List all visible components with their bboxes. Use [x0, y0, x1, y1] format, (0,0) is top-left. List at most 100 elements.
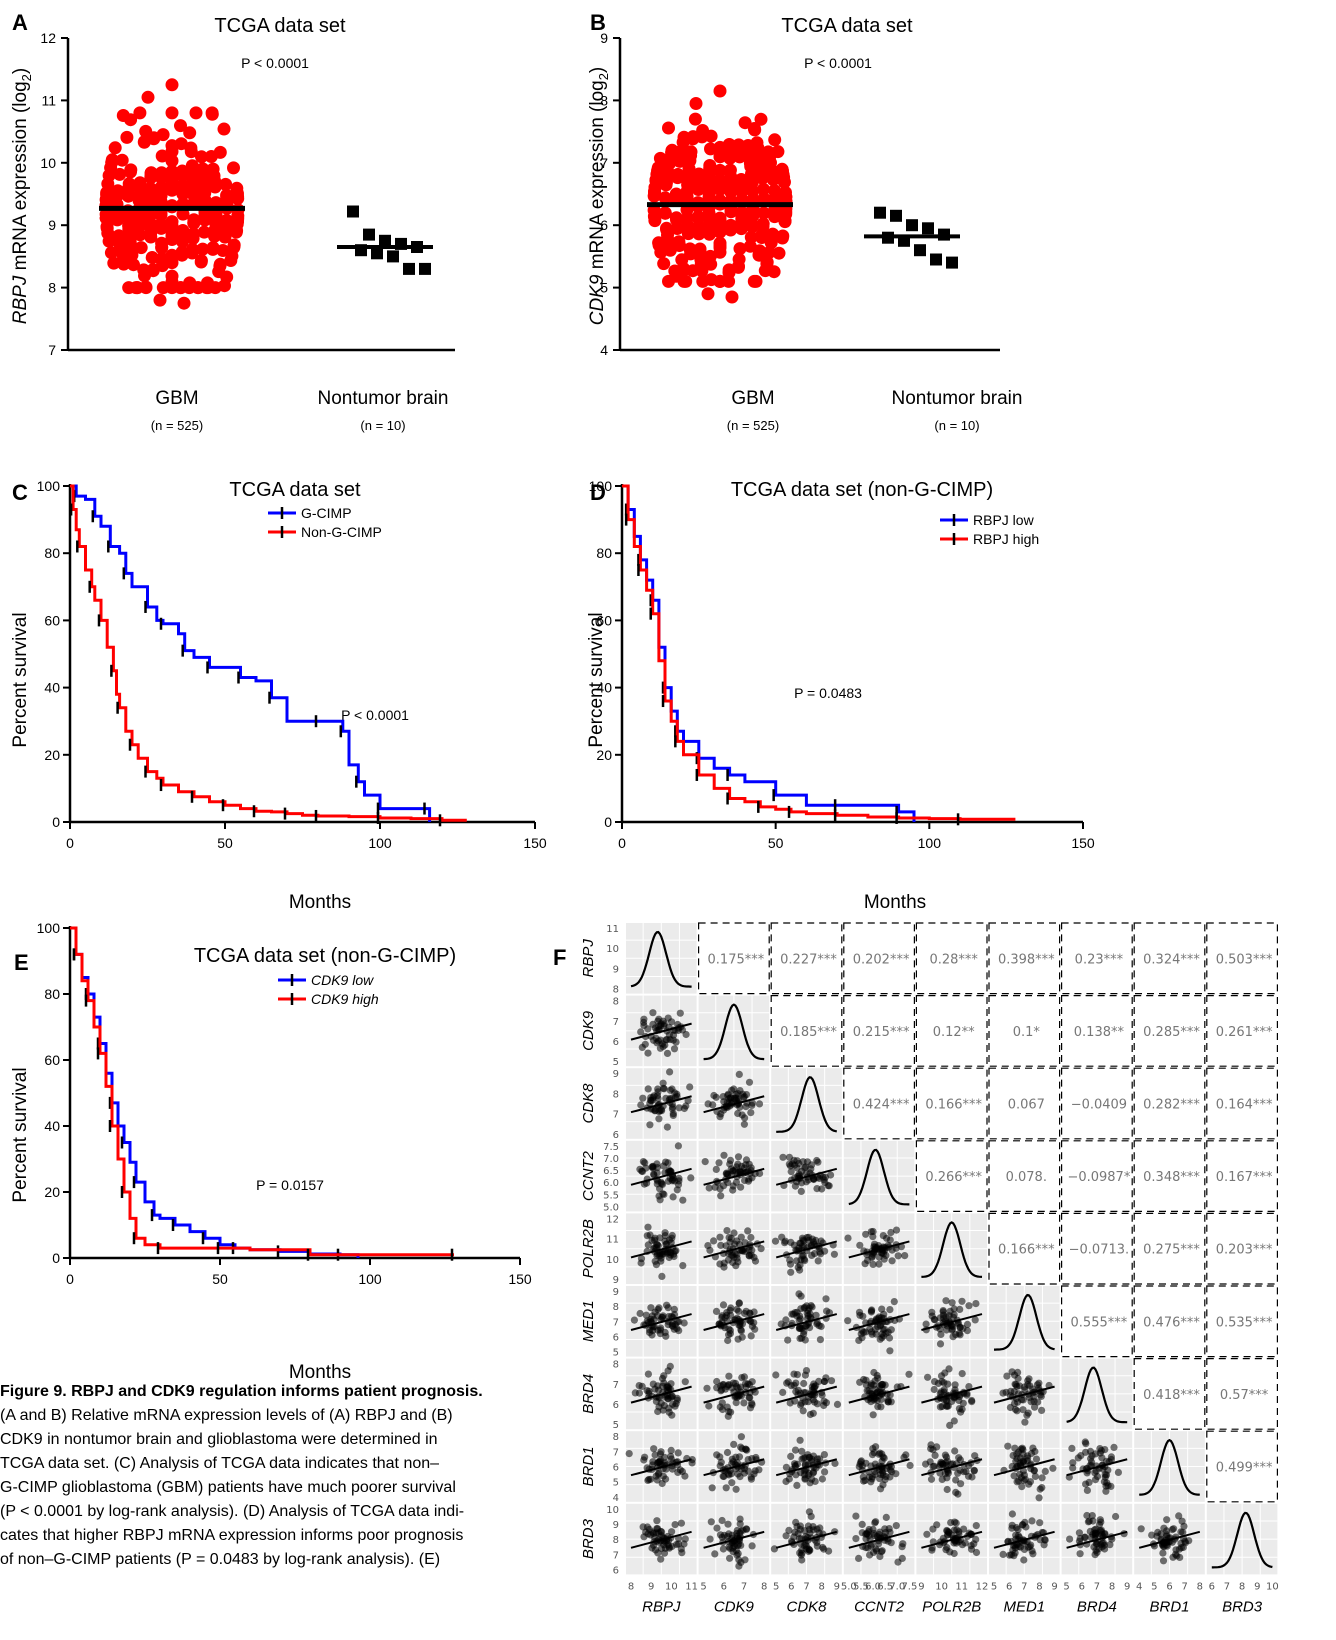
- matrix-col-tick: 9: [648, 1581, 654, 1592]
- panel-b-plot: 4 5 6 7 8 9: [600, 30, 1000, 358]
- panel-d-xlabel: Months: [864, 892, 926, 913]
- y-tick-label: 9: [600, 30, 608, 46]
- scatter-point: [1091, 1531, 1099, 1539]
- scatter-point: [755, 1100, 764, 1108]
- matrix-row-label: CCNT2: [580, 1150, 597, 1201]
- scatter-point: [653, 1164, 661, 1172]
- scatter-point: [748, 1099, 757, 1107]
- scatter-point: [724, 1520, 732, 1528]
- regression-line: [993, 1530, 1055, 1549]
- panel-d-pvalue: P = 0.0483: [794, 685, 862, 701]
- scatter-point: [784, 1336, 792, 1344]
- scatter-point: [813, 1538, 821, 1546]
- scatter-point: [968, 1398, 976, 1406]
- scatter-point: [653, 1476, 661, 1484]
- scatter-point: [1030, 1466, 1038, 1474]
- scatter-point: [705, 1184, 713, 1192]
- gbm-point: [713, 150, 727, 164]
- scatter-point: [635, 1382, 643, 1390]
- scatter-point: [882, 1329, 890, 1337]
- scatter-point: [945, 1529, 953, 1537]
- scatter-point: [963, 1327, 972, 1335]
- scatter-point: [955, 1405, 964, 1413]
- matrix-col-label: POLR2B: [922, 1598, 981, 1615]
- scatter-point: [1041, 1536, 1049, 1544]
- scatter-point: [707, 1518, 715, 1526]
- scatter-point: [650, 1170, 658, 1178]
- gbm-point: [201, 281, 215, 295]
- matrix-col-tick: 4: [1136, 1581, 1142, 1592]
- scatter-point: [790, 1370, 798, 1378]
- caption-title: Figure 9. RBPJ and CDK9 regulation infor…: [0, 1383, 483, 1400]
- correlation-value: 0.078.: [1006, 1170, 1047, 1185]
- scatter-point: [792, 1471, 800, 1479]
- scatter-point: [674, 1181, 683, 1189]
- gbm-point: [121, 189, 135, 203]
- matrix-row-tick: 9: [613, 964, 619, 975]
- scatter-point: [744, 1227, 752, 1235]
- scatter-point: [659, 1084, 668, 1092]
- scatter-point: [1038, 1484, 1046, 1492]
- matrix-row-tick: 9: [613, 1520, 619, 1531]
- matrix-row-tick: 11: [606, 924, 619, 935]
- scatter-point: [922, 1460, 930, 1468]
- scatter-point: [830, 1250, 839, 1258]
- scatter-point: [668, 1319, 677, 1328]
- scatter-point: [788, 1310, 796, 1318]
- scatter-point: [733, 1254, 741, 1262]
- scatter-point: [684, 1097, 692, 1105]
- scatter-point: [892, 1226, 901, 1234]
- scatter-point: [640, 1456, 648, 1464]
- scatter-point: [796, 1436, 804, 1444]
- gbm-point: [224, 254, 238, 267]
- scatter-point: [1097, 1540, 1105, 1549]
- gbm-point: [165, 222, 179, 236]
- scatter-point: [663, 1123, 672, 1131]
- scatter-point: [1029, 1444, 1037, 1452]
- x-tick-label: 150: [1071, 835, 1095, 851]
- scatter-point: [1049, 1464, 1057, 1472]
- scatter-point: [663, 1301, 671, 1309]
- scatter-point: [727, 1408, 735, 1416]
- gbm-point: [724, 218, 738, 232]
- gbm-point: [704, 129, 718, 143]
- scatter-point: [750, 1470, 758, 1478]
- matrix-col-label: CDK9: [714, 1598, 755, 1615]
- scatter-point: [801, 1303, 809, 1311]
- scatter-point: [732, 1485, 740, 1493]
- scatter-point: [658, 1180, 666, 1188]
- gbm-point: [735, 207, 749, 221]
- matrix-row-tick: 6: [613, 1565, 619, 1576]
- scatter-point: [670, 1045, 679, 1053]
- scatter-point: [894, 1558, 902, 1566]
- scatter-point: [747, 1233, 755, 1242]
- scatter-point: [1081, 1533, 1089, 1542]
- scatter-point: [878, 1305, 886, 1313]
- scatter-point: [884, 1398, 892, 1406]
- legend-label: CDK9 high: [311, 991, 379, 1007]
- scatter-point: [747, 1109, 755, 1117]
- scatter-point: [625, 1450, 633, 1458]
- scatter-point: [666, 1248, 674, 1256]
- scatter-point: [864, 1544, 872, 1552]
- scatter-point: [950, 1549, 958, 1558]
- scatter-point: [705, 1402, 713, 1410]
- correlation-value: 0.203***: [1216, 1243, 1273, 1258]
- density-curve: [703, 1003, 765, 1061]
- scatter-point: [651, 1308, 659, 1316]
- regression-line: [921, 1530, 983, 1549]
- y-tick-label: 80: [44, 545, 60, 561]
- scatter-point: [858, 1520, 866, 1528]
- regression-line: [703, 1095, 765, 1114]
- matrix-col-tick: 8: [1197, 1581, 1203, 1592]
- scatter-point: [669, 1400, 677, 1408]
- gbm-point: [670, 222, 684, 235]
- gbm-point: [689, 97, 703, 110]
- gbm-point: [183, 126, 197, 140]
- gbm-point: [677, 274, 691, 288]
- scatter-point: [709, 1101, 717, 1109]
- scatter-point: [972, 1522, 980, 1530]
- scatter-point: [1083, 1486, 1091, 1494]
- scatter-point: [756, 1169, 764, 1178]
- matrix-col-tick: 7: [1224, 1581, 1230, 1592]
